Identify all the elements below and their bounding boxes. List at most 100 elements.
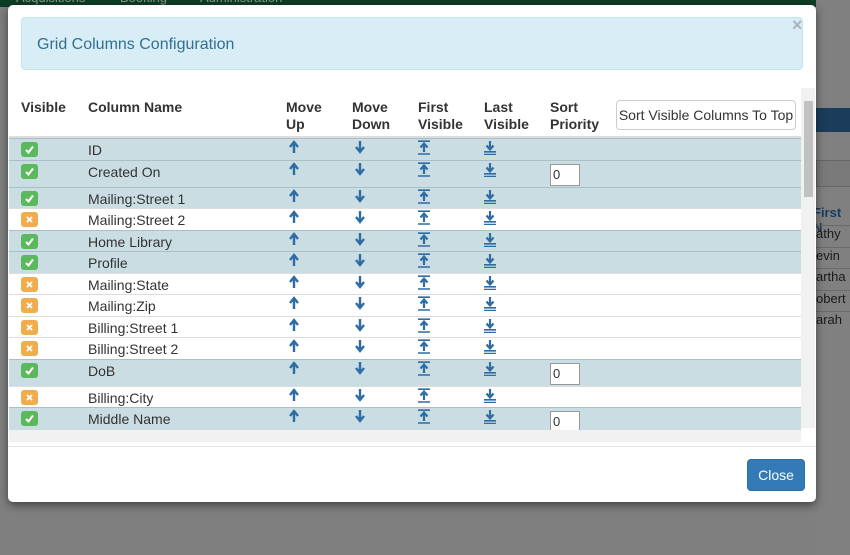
nav-item[interactable]: Acquisitions [16,0,85,5]
move-up[interactable] [288,339,300,357]
move-up[interactable] [288,231,300,250]
move-last[interactable] [484,189,496,207]
column-name: Mailing:Street 2 [88,212,186,228]
column-name: Mailing:Zip [88,298,156,314]
scroll-thumb[interactable] [804,101,813,197]
sort-priority-input[interactable]: 0 [550,411,580,430]
move-last[interactable] [484,361,496,379]
move-last[interactable] [484,318,496,336]
move-up[interactable] [288,210,300,228]
visible-toggle[interactable] [21,190,38,206]
move-first[interactable] [418,339,430,357]
move-up[interactable] [288,274,300,293]
move-last[interactable] [484,210,496,228]
move-down[interactable] [354,409,366,427]
move-last[interactable] [484,162,496,180]
nav-item[interactable]: Administration [200,0,282,5]
move-first[interactable] [418,161,430,180]
close-x[interactable]: × [792,15,803,35]
grid-row: Billing:City [9,385,801,409]
move-down[interactable] [354,318,366,336]
title-box: Grid Columns Configuration [21,17,803,70]
move-first[interactable] [418,296,430,314]
sort-priority-input[interactable]: 0 [550,163,580,186]
move-up[interactable] [288,360,300,379]
move-first[interactable] [418,231,430,250]
move-up[interactable] [288,387,300,406]
footer-line [8,446,816,447]
grid-row: Mailing:State [9,272,801,296]
move-last[interactable] [484,339,496,357]
close-button[interactable]: Close [747,459,805,491]
move-first[interactable] [418,317,430,336]
h-scrollbar[interactable] [9,430,801,442]
move-last[interactable] [484,388,496,406]
move-up[interactable] [288,188,300,207]
move-down[interactable] [354,275,366,293]
move-down[interactable] [354,339,366,357]
move-first[interactable] [418,210,430,228]
column-name: ID [88,142,102,158]
move-down[interactable] [354,253,366,271]
move-down[interactable] [354,232,366,250]
move-last[interactable] [484,140,496,158]
move-down[interactable] [354,140,366,158]
move-up[interactable] [288,296,300,314]
background-cell: obert [816,289,850,311]
header-first-visible: First Visible [418,99,463,132]
background-bar [816,108,850,132]
column-name: Billing:Street 1 [88,319,179,336]
sort-button[interactable]: Sort Visible Columns To Top [616,100,796,130]
move-up[interactable] [288,253,300,271]
header-move-down: Move Down [352,99,391,132]
visible-toggle[interactable] [21,255,38,270]
visible-toggle[interactable] [21,389,38,405]
move-last[interactable] [484,253,496,271]
rows: ID Created On 0 Mailing:Street 1 Mailing:Str… [9,136,801,430]
move-up[interactable] [288,409,300,427]
move-first[interactable] [418,387,430,406]
visible-toggle[interactable] [21,212,38,227]
move-down[interactable] [354,296,366,314]
move-down[interactable] [354,210,366,228]
move-first[interactable] [418,409,430,427]
visible-toggle[interactable] [21,276,38,292]
column-name: Billing:City [88,389,154,406]
move-up[interactable] [288,161,300,180]
grid-row: Middle Name 0 [9,407,801,430]
move-first[interactable] [418,140,430,158]
move-last[interactable] [484,232,496,250]
background-header: First N [813,205,842,235]
nav-item[interactable]: Booking [120,0,167,5]
move-first[interactable] [418,253,430,271]
visible-toggle[interactable] [21,411,38,426]
move-up[interactable] [288,140,300,158]
visible-toggle[interactable] [21,298,38,313]
header-visible: Visible [21,99,66,115]
move-last[interactable] [484,296,496,314]
visible-toggle[interactable] [21,163,38,179]
move-first[interactable] [418,360,430,379]
visible-toggle[interactable] [21,233,38,249]
move-last[interactable] [484,409,496,427]
grid-row: Billing:Street 2 [9,337,801,360]
move-down[interactable] [354,361,366,379]
move-first[interactable] [418,274,430,293]
move-last[interactable] [484,275,496,293]
background-button [816,160,850,187]
move-down[interactable] [354,162,366,180]
top-nav: Acquisitions Booking Administration [0,0,850,7]
sort-priority-input[interactable]: 0 [550,362,580,385]
move-first[interactable] [418,188,430,207]
header-sort-priority: Sort Priority [550,99,600,132]
background-cell: artha [816,268,850,289]
move-down[interactable] [354,189,366,207]
background-cell: arah [816,311,850,332]
visible-toggle[interactable] [21,362,38,378]
visible-toggle[interactable] [21,142,38,157]
move-up[interactable] [288,317,300,336]
column-name: Home Library [88,233,173,250]
move-down[interactable] [354,388,366,406]
visible-toggle[interactable] [21,341,38,356]
visible-toggle[interactable] [21,319,38,335]
